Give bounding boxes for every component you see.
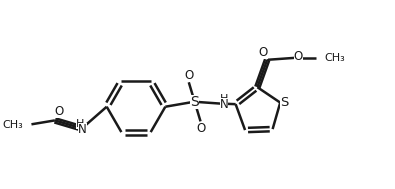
Text: H: H xyxy=(220,94,228,104)
Text: O: O xyxy=(184,69,194,82)
Text: O: O xyxy=(259,46,268,59)
Text: S: S xyxy=(190,95,199,109)
Text: N: N xyxy=(78,123,87,136)
Text: O: O xyxy=(294,50,303,63)
Text: S: S xyxy=(280,96,288,109)
Text: O: O xyxy=(54,105,64,118)
Text: CH₃: CH₃ xyxy=(325,53,346,63)
Text: O: O xyxy=(196,122,205,135)
Text: H: H xyxy=(76,119,85,129)
Text: N: N xyxy=(220,98,228,111)
Text: CH₃: CH₃ xyxy=(2,120,23,130)
